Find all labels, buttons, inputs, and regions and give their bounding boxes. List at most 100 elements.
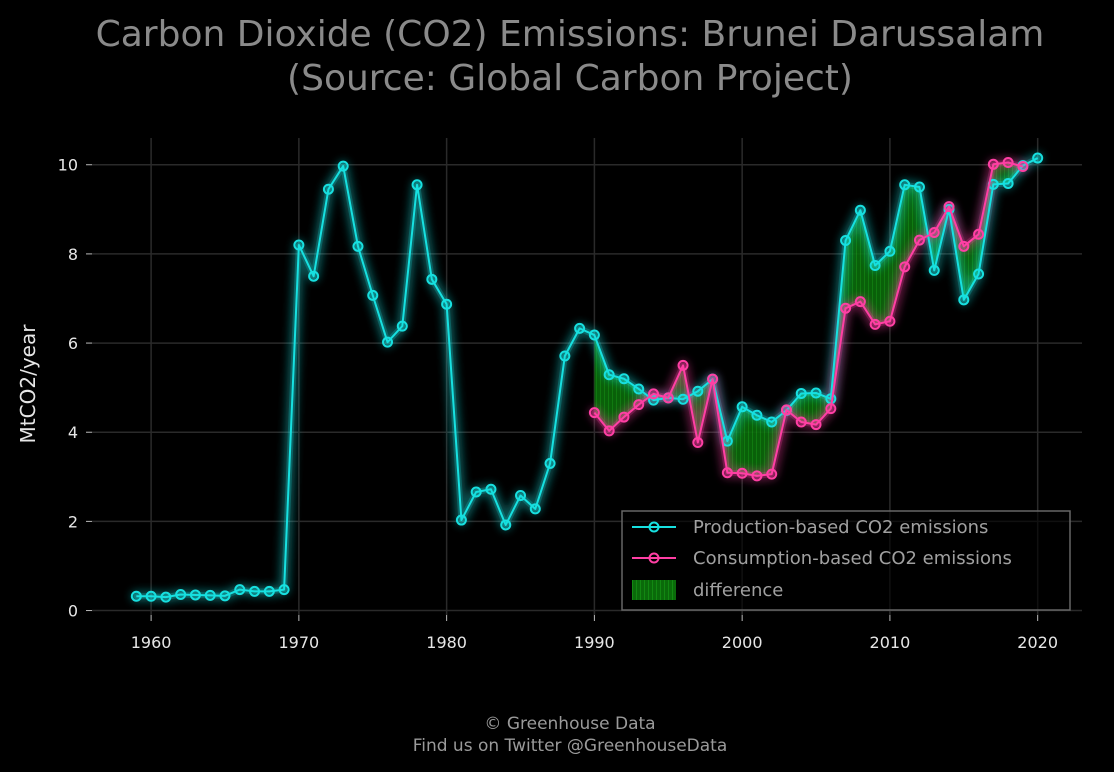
point-production-1970 (293, 239, 305, 251)
y-tick-label-0: 0 (68, 602, 78, 621)
point-production-1980 (441, 298, 453, 310)
point-production-1989 (574, 322, 586, 334)
point-production-2004 (795, 387, 807, 399)
y-tick-label-8: 8 (68, 245, 78, 264)
legend-label-difference: difference (693, 580, 783, 601)
axes: 1960 1970 1980 1990 2000 2010 2020 0 2 4 6 8 10 (58, 156, 1058, 652)
point-production-2016 (973, 268, 985, 280)
point-production-2015 (958, 294, 970, 306)
point-production-1969 (278, 584, 290, 596)
point-production-1967 (249, 585, 261, 597)
y-tick-label-4: 4 (68, 423, 78, 442)
point-production-2000 (736, 401, 748, 413)
point-production-1964 (204, 589, 216, 601)
x-tick-label-2010: 2010 (870, 633, 911, 652)
point-consumption-1992 (618, 411, 630, 423)
point-production-1965 (219, 590, 231, 602)
point-consumption-2001 (751, 470, 763, 482)
point-consumption-1990 (588, 407, 600, 419)
point-consumption-2000 (736, 467, 748, 479)
point-production-2007 (840, 235, 852, 247)
legend: Production-based CO2 emissions Consumpti… (621, 510, 1071, 611)
point-production-2020 (1032, 152, 1044, 164)
point-production-2005 (810, 387, 822, 399)
point-production-1979 (426, 273, 438, 285)
point-production-2008 (854, 204, 866, 216)
point-production-2012 (913, 181, 925, 193)
point-production-1987 (544, 457, 556, 469)
series-glow-consumption (588, 156, 1029, 482)
point-production-2010 (884, 245, 896, 257)
point-production-1988 (559, 350, 571, 362)
y-tick-label-10: 10 (58, 156, 78, 175)
point-consumption-2015 (958, 240, 970, 252)
point-consumption-2004 (795, 416, 807, 428)
legend-marker-consumption (648, 552, 660, 564)
footer-copyright: © Greenhouse Data (484, 714, 655, 734)
point-production-1975 (367, 289, 379, 301)
point-consumption-2006 (825, 403, 837, 415)
point-production-1972 (322, 183, 334, 195)
point-consumption-2018 (1002, 157, 1014, 169)
point-consumption-2017 (987, 158, 999, 170)
point-production-2018 (1002, 177, 1014, 189)
point-consumption-2008 (854, 296, 866, 308)
point-production-1991 (603, 369, 615, 381)
point-production-1960 (145, 590, 157, 602)
point-consumption-1996 (677, 359, 689, 371)
point-production-1976 (382, 336, 394, 348)
point-production-1982 (470, 486, 482, 498)
point-production-1962 (175, 588, 187, 600)
legend-marker-production (648, 521, 660, 533)
point-consumption-2012 (913, 234, 925, 246)
footer-twitter: Find us on Twitter @GreenhouseData (413, 736, 728, 756)
point-production-1983 (485, 483, 497, 495)
x-tick-label-1990: 1990 (574, 633, 615, 652)
point-consumption-2014 (943, 201, 955, 213)
point-production-1990 (588, 329, 600, 341)
point-production-1996 (677, 393, 689, 405)
legend-label-production: Production-based CO2 emissions (693, 517, 988, 538)
x-tick-label-2000: 2000 (722, 633, 763, 652)
legend-label-consumption: Consumption-based CO2 emissions (693, 548, 1012, 569)
legend-frame (621, 510, 1071, 611)
y-tick-label-2: 2 (68, 512, 78, 531)
point-production-1966 (234, 584, 246, 596)
point-consumption-1991 (603, 425, 615, 437)
chart-title-line1: Carbon Dioxide (CO2) Emissions: Brunei D… (96, 14, 1045, 55)
series-line-consumption (593, 161, 1024, 477)
point-production-1993 (633, 383, 645, 395)
point-consumption-2005 (810, 419, 822, 431)
x-tick-label-1970: 1970 (279, 633, 320, 652)
series-layer (130, 152, 1044, 603)
point-consumption-2007 (840, 302, 852, 314)
point-production-1986 (529, 503, 541, 515)
point-production-2013 (928, 264, 940, 276)
point-consumption-1994 (647, 388, 659, 400)
chart-title-line2: (Source: Global Carbon Project) (287, 58, 853, 99)
point-production-1971 (308, 270, 320, 282)
y-tick-label-6: 6 (68, 334, 78, 353)
point-consumption-1998 (707, 373, 719, 385)
x-tick-label-2020: 2020 (1017, 633, 1058, 652)
point-production-1978 (411, 179, 423, 191)
point-production-1985 (515, 490, 527, 502)
y-axis-label: MtCO2/year (16, 324, 40, 444)
point-production-1961 (160, 591, 172, 603)
point-production-1981 (455, 514, 467, 526)
point-production-1963 (189, 589, 201, 601)
point-consumption-2009 (869, 318, 881, 330)
point-production-1984 (500, 519, 512, 531)
series-line-production (136, 157, 1039, 599)
legend-swatch-difference (632, 580, 676, 600)
point-consumption-2013 (928, 227, 940, 239)
point-consumption-2019 (1017, 161, 1029, 173)
point-consumption-2016 (973, 228, 985, 240)
point-consumption-2010 (884, 315, 896, 327)
point-production-1959 (130, 590, 142, 602)
point-production-2002 (766, 416, 778, 428)
point-consumption-1995 (662, 392, 674, 404)
point-consumption-2002 (766, 468, 778, 480)
x-tick-label-1960: 1960 (131, 633, 172, 652)
